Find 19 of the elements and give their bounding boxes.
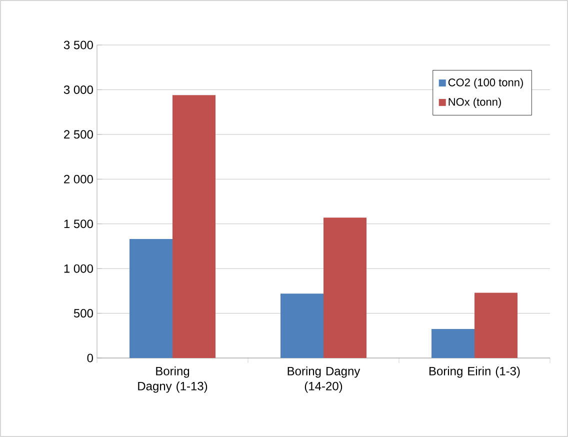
x-tick-label: Boring Eirin (1-3) bbox=[429, 366, 520, 378]
x-tick-label: Boring Dagny (1-13) bbox=[138, 366, 208, 393]
y-tick-label: 1 500 bbox=[64, 220, 93, 228]
y-tick-label: 3 500 bbox=[64, 40, 93, 50]
y-tick-label: 2 000 bbox=[64, 174, 93, 184]
bar bbox=[474, 292, 518, 358]
legend-label: CO2 (100 tonn) bbox=[448, 78, 523, 88]
y-tick-label: 500 bbox=[74, 309, 93, 318]
legend-label: NOx (tonn) bbox=[448, 98, 501, 108]
x-tick-label: Boring Dagny (14-20) bbox=[288, 366, 360, 393]
bar bbox=[324, 218, 366, 358]
y-tick-label: 2 500 bbox=[64, 130, 93, 139]
bar bbox=[130, 239, 172, 358]
y-tick-label: 1 000 bbox=[64, 264, 93, 273]
bar bbox=[432, 328, 474, 358]
bar bbox=[172, 95, 216, 358]
bar bbox=[280, 294, 324, 358]
y-tick-label: 3 000 bbox=[64, 85, 93, 94]
y-tick-label: 0 bbox=[87, 354, 94, 362]
